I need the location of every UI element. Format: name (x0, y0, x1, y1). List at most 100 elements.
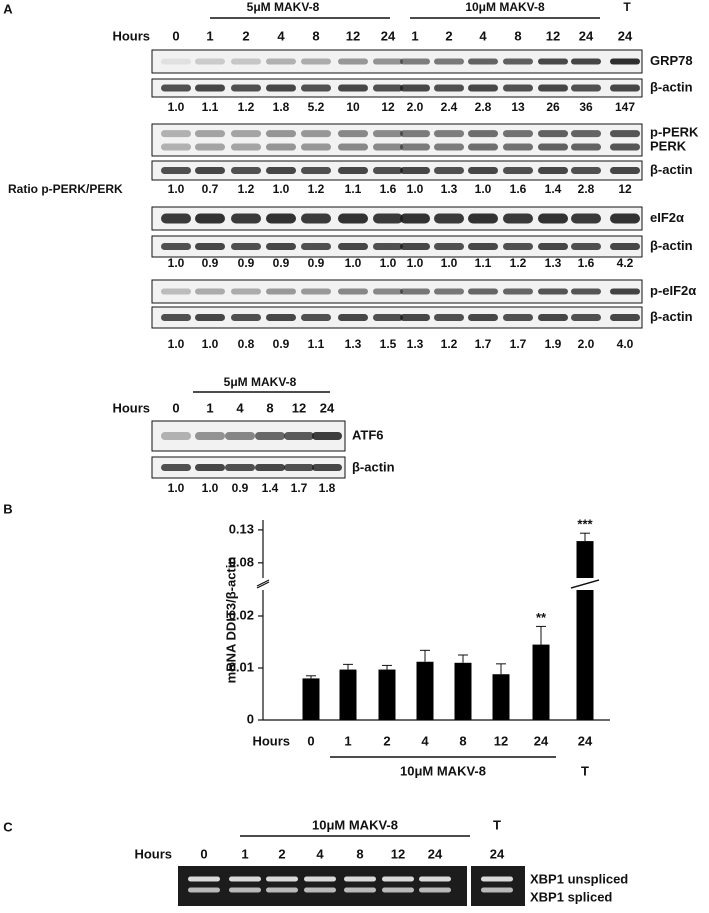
band-label: XBP1 spliced (530, 889, 612, 904)
error-bar (420, 649, 430, 662)
blot (151, 160, 643, 181)
hour-label: 4 (277, 28, 285, 43)
hour-label: 24 (579, 28, 594, 43)
bar (339, 669, 357, 720)
band (266, 84, 296, 92)
hour-label: 0 (172, 28, 179, 43)
hour-label: 4 (479, 28, 487, 43)
blot (151, 420, 346, 452)
gel-band (382, 887, 414, 893)
ratio-value: 1.0 (168, 337, 185, 351)
error-bar (382, 664, 392, 670)
blot-frame (151, 49, 643, 74)
band (538, 288, 568, 295)
ratio-value: 1.0 (168, 182, 185, 196)
band (266, 58, 296, 65)
axis-break (256, 581, 270, 589)
band (161, 130, 191, 138)
x-tick-label: 24 (578, 733, 593, 748)
band (468, 167, 498, 174)
ratio-value: 0.9 (202, 256, 219, 270)
band (538, 314, 568, 321)
band (284, 464, 314, 471)
band (538, 243, 568, 250)
gel-band (229, 887, 261, 893)
band (373, 167, 403, 174)
band (301, 288, 331, 295)
ratio-value: 1.5 (380, 337, 397, 351)
bar (302, 678, 320, 720)
gel-band (266, 876, 298, 882)
band (610, 58, 640, 65)
hours-label: Hours (134, 846, 172, 861)
band (255, 464, 285, 471)
band (503, 84, 533, 92)
group-label: 10μM MAKV-8 (465, 0, 545, 14)
ratio-value: 2.4 (441, 100, 458, 114)
ratio-value: 2.0 (578, 337, 595, 351)
ratio-value: 1.0 (407, 182, 424, 196)
band (301, 213, 331, 224)
ratio-value: 13 (511, 100, 525, 114)
ratio-value: 1.2 (238, 182, 255, 196)
ratio-value: 1.1 (202, 100, 219, 114)
band (538, 167, 568, 174)
band (400, 143, 430, 151)
band (338, 58, 368, 65)
treatment-label: T (581, 763, 589, 778)
ratio-value: 1.3 (345, 337, 362, 351)
ratio-value: 2.0 (407, 100, 424, 114)
ratio-value: 1.0 (475, 182, 492, 196)
band (231, 143, 261, 151)
band (468, 84, 498, 92)
band (255, 432, 285, 440)
band (373, 143, 403, 151)
gel-band (481, 887, 513, 893)
ratio-value: 1.2 (441, 337, 458, 351)
ratio-value: 0.9 (238, 256, 255, 270)
y-tick-label: 0 (247, 711, 254, 726)
band (610, 314, 640, 321)
blot (151, 279, 643, 304)
band-label: XBP1 unspliced (530, 871, 628, 886)
band (284, 432, 314, 440)
band (195, 58, 225, 65)
band (225, 464, 255, 471)
bar-lower (576, 590, 594, 720)
hour-label: 12 (391, 846, 405, 861)
band (161, 213, 191, 224)
band (161, 84, 191, 92)
band (195, 464, 225, 471)
hour-label: 12 (346, 28, 360, 43)
band (538, 130, 568, 138)
band (571, 130, 601, 138)
gel-band (304, 887, 336, 893)
hours-label: Hours (112, 400, 150, 415)
band (301, 314, 331, 321)
ratio-value: 1.2 (308, 182, 325, 196)
gel-band (344, 887, 376, 893)
band (231, 167, 261, 174)
band (400, 130, 430, 138)
band (610, 243, 640, 250)
band (610, 143, 640, 151)
error-bar (343, 663, 353, 670)
band (225, 432, 255, 440)
band (503, 288, 533, 295)
band (434, 314, 464, 321)
band (434, 213, 464, 224)
ratio-label: Ratio p-PERK/PERK (8, 182, 123, 196)
band (610, 84, 640, 92)
band (161, 432, 191, 440)
gel-band (266, 887, 298, 893)
hour-label: 24 (428, 846, 443, 861)
hour-label: 0 (200, 846, 207, 861)
band (195, 288, 225, 295)
band (571, 288, 601, 295)
band (195, 213, 225, 224)
gel-band (344, 876, 376, 882)
group-label: 5μM MAKV-8 (224, 375, 297, 389)
band (338, 243, 368, 250)
band (161, 167, 191, 174)
